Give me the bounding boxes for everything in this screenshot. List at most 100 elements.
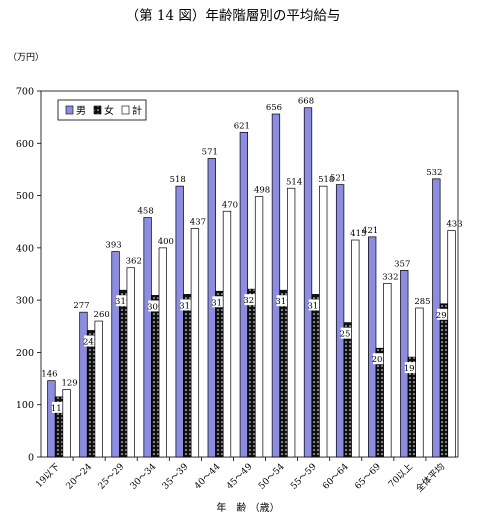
data-label-box xyxy=(436,308,451,320)
data-label-box xyxy=(372,353,387,365)
y-tick-label: 500 xyxy=(16,191,34,202)
data-label-total: 514 xyxy=(286,177,302,187)
data-label-male: 518 xyxy=(170,175,186,185)
legend: 男 女 計 xyxy=(57,99,147,121)
x-tick-label: 70以上 xyxy=(386,461,415,490)
bar-male xyxy=(303,107,313,458)
y-axis-unit: （万円） xyxy=(8,52,44,63)
x-tick-label: 55～59 xyxy=(289,462,319,492)
data-label-male: 521 xyxy=(330,174,346,184)
data-label-total: 332 xyxy=(382,272,398,282)
x-tick-label: 19以下 xyxy=(34,462,62,490)
y-tick-label: 300 xyxy=(16,296,34,307)
data-label-box xyxy=(276,295,291,307)
data-label-total: 433 xyxy=(446,220,462,230)
bar-total xyxy=(383,283,392,458)
legend-label-total: 計 xyxy=(132,104,142,117)
x-tick-label: 65～69 xyxy=(353,462,383,492)
data-label-total: 129 xyxy=(61,379,77,389)
bar-total xyxy=(126,267,135,458)
bar-male xyxy=(335,184,345,458)
bar-male xyxy=(368,236,377,458)
bar-total xyxy=(415,307,424,458)
x-tick-label: 35～39 xyxy=(161,462,191,492)
bar-female xyxy=(183,294,192,458)
data-label-male: 621 xyxy=(234,121,250,131)
bar-total xyxy=(254,196,264,458)
legend-label-male: 男 xyxy=(76,105,86,117)
bar-female xyxy=(151,295,160,458)
data-label-total: 498 xyxy=(254,186,270,196)
bar-female xyxy=(343,322,352,458)
data-label-total: 415 xyxy=(350,229,366,239)
bar-female xyxy=(215,290,224,458)
data-label-female: 257 xyxy=(340,330,356,340)
data-label-female: 311 xyxy=(179,301,195,311)
bar-female xyxy=(279,289,288,458)
bar-female xyxy=(247,288,256,458)
bar-female xyxy=(439,303,449,458)
x-tick-label: 全体平均 xyxy=(413,461,447,495)
bar-total xyxy=(62,389,71,458)
data-label-male: 393 xyxy=(105,241,121,251)
data-label-total: 470 xyxy=(222,200,238,210)
bar-total xyxy=(319,185,328,458)
bar-male xyxy=(79,311,88,458)
data-label-male: 357 xyxy=(394,259,410,269)
data-label-total: 518 xyxy=(318,175,334,185)
data-label-female: 317 xyxy=(211,298,227,308)
bar-total xyxy=(286,187,296,458)
data-label-box xyxy=(404,362,419,374)
data-label-total: 260 xyxy=(94,310,110,320)
data-label-total: 362 xyxy=(126,257,142,267)
data-label-box xyxy=(84,335,99,347)
data-label-male: 458 xyxy=(138,207,154,217)
data-label-total: 400 xyxy=(158,237,174,247)
bar-male xyxy=(111,251,120,458)
legend-label-female: 女 xyxy=(104,104,114,117)
data-label-male: 571 xyxy=(202,147,218,157)
data-label-male: 277 xyxy=(73,301,89,311)
data-label-total: 285 xyxy=(414,297,430,307)
data-label-total: 437 xyxy=(190,218,206,228)
data-label-box xyxy=(212,296,227,308)
legend-swatch-female xyxy=(93,105,102,115)
legend-box xyxy=(57,99,147,121)
bar-male xyxy=(175,185,184,458)
bar-female xyxy=(311,294,320,458)
data-label-box xyxy=(340,327,355,339)
bar-male xyxy=(143,217,152,458)
x-tick-label: 25～29 xyxy=(97,462,127,492)
data-label-box xyxy=(244,294,259,306)
legend-swatch-total xyxy=(121,105,130,115)
x-tick-label: 60～64 xyxy=(321,462,351,492)
x-tick-label: 20～24 xyxy=(65,462,95,492)
legend-swatch-male xyxy=(65,105,74,115)
y-tick-label: 200 xyxy=(16,348,34,359)
data-label-female: 242 xyxy=(83,337,99,347)
data-label-box xyxy=(52,401,66,413)
data-label-box xyxy=(116,295,131,307)
plot-area: 0 100 200 300 400 500 600 700 146 115 129 19以下 277 24… xyxy=(16,87,463,495)
bar-total xyxy=(222,210,232,458)
bar-total xyxy=(94,320,103,458)
data-label-female: 311 xyxy=(307,301,323,311)
data-label-female: 321 xyxy=(243,296,259,306)
bar-female xyxy=(86,330,96,458)
y-tick-label: 0 xyxy=(28,453,34,464)
bar-total xyxy=(351,239,360,458)
data-label-female: 319 xyxy=(275,297,291,307)
bar-total xyxy=(447,230,456,458)
y-tick-label: 400 xyxy=(16,243,34,254)
x-tick-label: 30～34 xyxy=(129,462,159,492)
chart-title: （第 14 図）年齢階層別の平均給与 xyxy=(126,7,341,24)
x-axis-title: 年 齢 （歳） xyxy=(216,501,279,514)
data-label-box xyxy=(308,299,323,311)
data-label-female: 293 xyxy=(436,311,452,321)
data-label-male: 668 xyxy=(298,97,314,107)
x-tick-label: 40～44 xyxy=(193,462,223,492)
data-label-female: 115 xyxy=(51,404,67,414)
data-label-box xyxy=(148,300,163,312)
bar-female xyxy=(119,289,128,458)
